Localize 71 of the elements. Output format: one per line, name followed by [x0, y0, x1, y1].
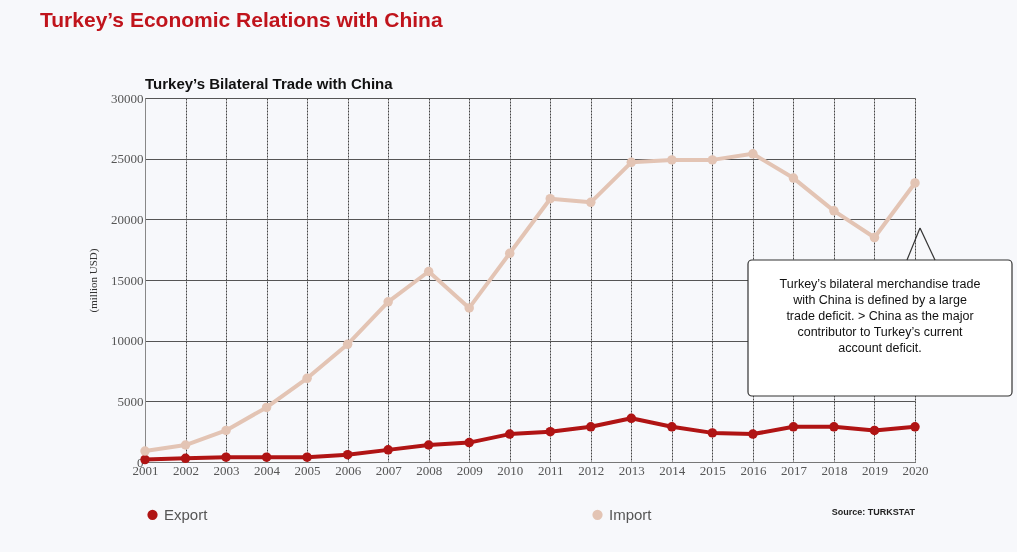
y-tick-label: 25000 — [111, 151, 144, 167]
x-tick-label: 2007 — [375, 462, 403, 478]
point — [788, 173, 799, 183]
y-tick-label: 20000 — [111, 211, 144, 227]
point — [707, 428, 718, 438]
source-note: Source: TURKSTAT — [831, 507, 916, 517]
point — [869, 232, 880, 243]
point — [221, 425, 231, 436]
point — [626, 413, 637, 424]
y-tick-label: 30000 — [111, 90, 144, 106]
x-tick-label: 2013 — [618, 462, 645, 478]
point — [586, 197, 596, 208]
x-tick-label: 2012 — [578, 462, 605, 478]
point — [707, 155, 718, 165]
point — [748, 429, 758, 439]
point — [788, 422, 799, 432]
y-tick-label: 15000 — [111, 272, 144, 288]
x-tick-label: 2006 — [335, 462, 362, 478]
point — [748, 149, 758, 159]
x-tick-label: 2005 — [294, 462, 321, 478]
point — [302, 373, 312, 384]
x-tick-label: 2016 — [740, 462, 767, 478]
y-tick-label: 5000 — [117, 393, 144, 409]
point — [829, 206, 839, 216]
point — [667, 155, 677, 165]
point — [140, 446, 150, 456]
point — [910, 178, 920, 188]
point — [221, 452, 231, 462]
point — [626, 157, 637, 168]
annotation: Turkey’s bilateral merchandise trade with China is defined by a large trade deficit. > China as the major contributor to Turkey’s current account deficit. — [779, 277, 981, 355]
point — [829, 422, 839, 432]
point — [504, 248, 515, 259]
x-tick-label: 2011 — [538, 462, 564, 478]
x-tick-label: 2018 — [821, 462, 848, 478]
point — [180, 453, 191, 464]
legend-label: Import — [609, 505, 653, 523]
x-tick-label: 2002 — [173, 462, 200, 478]
x-tick-label: 2009 — [456, 462, 483, 478]
point — [423, 440, 434, 450]
x-tick-label: 2020 — [902, 462, 929, 478]
point — [464, 303, 474, 313]
point — [180, 440, 191, 450]
point — [423, 266, 434, 277]
point — [302, 452, 312, 462]
point — [383, 445, 393, 455]
point — [545, 193, 556, 204]
legend-label: Export — [164, 505, 209, 523]
chart-title: Turkey’s Economic Relations with China — [40, 8, 443, 31]
point — [667, 422, 677, 432]
point — [342, 339, 353, 350]
point — [261, 402, 272, 413]
point — [910, 422, 920, 432]
x-tick-label: 2017 — [780, 462, 808, 478]
x-tick-label: 2008 — [416, 462, 443, 478]
point — [261, 452, 272, 462]
x-tick-label: 2003 — [213, 462, 240, 478]
x-tick-label: 2015 — [699, 462, 726, 478]
x-tick-label: 2019 — [861, 462, 888, 478]
y-axis-title: (million USD) — [87, 248, 100, 313]
point — [342, 449, 353, 460]
x-tick-label: 2014 — [659, 462, 686, 478]
y-tick-label: 10000 — [111, 333, 144, 349]
point — [464, 437, 474, 448]
x-tick-label: 2004 — [254, 462, 281, 478]
point — [586, 422, 596, 432]
point — [545, 426, 556, 437]
point — [504, 429, 515, 439]
point — [869, 425, 880, 436]
x-tick-label: 2010 — [497, 462, 524, 478]
point — [383, 297, 393, 307]
chart-subtitle: Turkey’s Bilateral Trade with China — [145, 75, 394, 92]
